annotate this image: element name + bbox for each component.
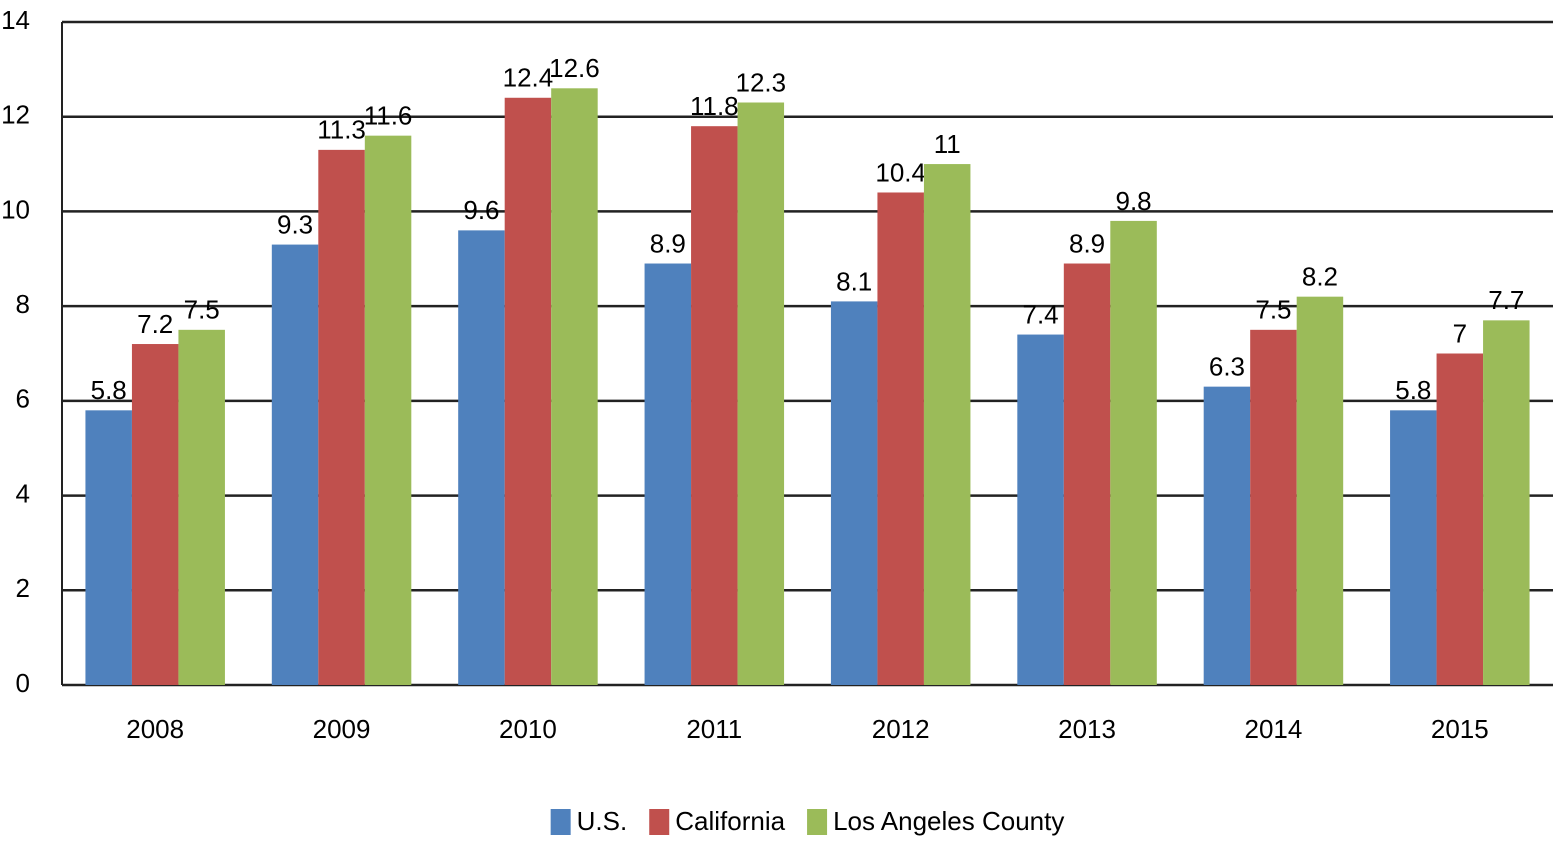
value-label: 8.2 [1302, 262, 1338, 292]
value-label: 7.5 [184, 295, 220, 325]
x-tick-label: 2011 [686, 714, 742, 744]
bar [1250, 329, 1297, 685]
x-tick-label: 2010 [499, 714, 557, 744]
bar [923, 164, 971, 686]
bar [1110, 220, 1157, 685]
bar [1296, 296, 1344, 685]
bar [691, 126, 738, 685]
bar [551, 88, 598, 686]
bar [644, 263, 692, 685]
value-label: 8.9 [650, 228, 686, 258]
bar [877, 192, 924, 685]
y-tick-label: 4 [16, 478, 30, 508]
legend-label: Los Angeles County [833, 806, 1064, 836]
value-label: 7 [1453, 318, 1467, 348]
bar [1436, 353, 1484, 685]
y-tick-label: 10 [1, 194, 30, 224]
legend-swatch [550, 809, 571, 835]
value-label: 9.6 [463, 195, 499, 225]
y-tick-label: 12 [1, 100, 30, 130]
bar [1483, 320, 1530, 685]
bar [85, 410, 132, 685]
bar [364, 135, 412, 685]
bar [1390, 410, 1437, 685]
x-tick-label: 2015 [1431, 714, 1489, 744]
value-label: 9.8 [1115, 186, 1151, 216]
value-label: 8.9 [1069, 228, 1105, 258]
bar [830, 301, 878, 685]
value-label: 11.6 [364, 101, 413, 131]
value-label: 11.8 [690, 91, 739, 121]
value-label: 12.4 [503, 63, 554, 93]
value-label: 12.3 [736, 67, 787, 97]
bar [131, 344, 179, 685]
bar [318, 149, 365, 686]
legend-swatch [649, 809, 670, 835]
value-label: 11.3 [317, 115, 366, 145]
y-tick-label: 2 [16, 573, 30, 603]
value-label: 11 [934, 129, 961, 159]
x-tick-label: 2012 [872, 714, 930, 744]
bar [178, 329, 225, 685]
x-tick-label: 2008 [126, 714, 184, 744]
bar [1063, 263, 1111, 685]
y-tick-label: 8 [16, 289, 30, 319]
value-label: 7.4 [1022, 299, 1058, 329]
x-tick-label: 2014 [1245, 714, 1303, 744]
value-label: 7.7 [1488, 285, 1524, 315]
legend-label: California [675, 806, 785, 836]
value-label: 5.8 [1395, 375, 1431, 405]
legend-label: U.S. [577, 806, 628, 836]
legend-swatch [807, 809, 828, 835]
value-label: 9.3 [277, 209, 313, 239]
value-label: 5.8 [91, 375, 127, 405]
y-tick-label: 14 [1, 5, 30, 35]
bar [458, 230, 505, 685]
value-label: 7.2 [137, 309, 173, 339]
x-tick-label: 2013 [1058, 714, 1116, 744]
value-label: 12.6 [549, 53, 600, 83]
value-label: 10.4 [875, 157, 926, 187]
value-label: 6.3 [1209, 352, 1245, 382]
y-tick-label: 6 [16, 384, 30, 414]
x-tick-label: 2009 [313, 714, 371, 744]
y-tick-label: 0 [16, 668, 30, 698]
bar [1017, 334, 1064, 685]
bar [737, 102, 785, 685]
bar [504, 97, 552, 686]
value-label: 7.5 [1255, 295, 1291, 325]
value-label: 8.1 [836, 266, 872, 296]
bar [271, 244, 319, 686]
bar [1203, 386, 1251, 685]
